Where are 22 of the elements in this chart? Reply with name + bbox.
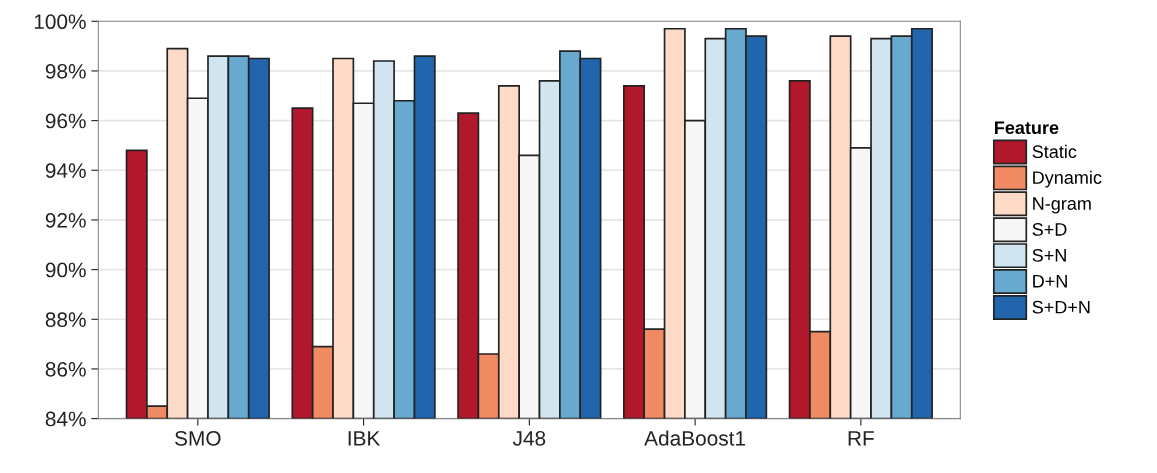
x-tick-label: SMO	[175, 430, 221, 446]
y-tick-label: 86%	[45, 361, 86, 377]
y-tick-label: 96%	[45, 113, 86, 129]
x-tick-label: IBK	[348, 431, 381, 446]
legend-title: Feature	[995, 121, 1059, 135]
y-tick-label: 98%	[45, 63, 86, 79]
legend-label: S+D	[1032, 223, 1067, 236]
y-tick-label: 90%	[45, 262, 86, 278]
y-tick-label: 92%	[45, 212, 86, 228]
legend-label: S+N	[1032, 248, 1066, 262]
legend-label: S+D+N	[1032, 300, 1090, 314]
legend-label: Static	[1032, 144, 1077, 159]
x-tick-label: J48	[512, 430, 546, 446]
x-tick-label: RF	[848, 431, 874, 446]
y-tick-label: 84%	[45, 411, 86, 427]
legend-label: N-gram	[1033, 197, 1091, 214]
y-tick-label: 88%	[45, 312, 86, 328]
legend-label: Dynamic	[1033, 170, 1102, 188]
y-tick-label: 94%	[45, 163, 86, 179]
y-tick-label: 100%	[34, 14, 86, 30]
legend-label: D+N	[1033, 275, 1067, 288]
x-tick-label: AdaBoost1	[644, 430, 746, 446]
